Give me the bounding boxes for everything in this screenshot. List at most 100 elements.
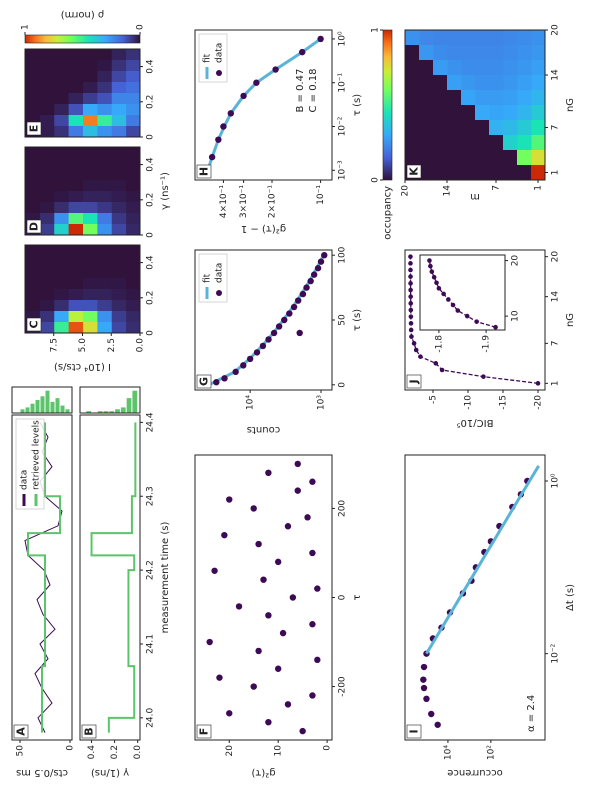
heat-cell bbox=[39, 70, 55, 82]
heat-cell bbox=[475, 74, 490, 90]
x-axis-label: τ bbox=[352, 594, 363, 600]
point bbox=[286, 310, 293, 317]
heat-cell bbox=[96, 147, 112, 158]
heat-cell bbox=[96, 190, 112, 202]
heat-cell bbox=[82, 92, 98, 104]
point bbox=[265, 336, 272, 343]
heat-cell bbox=[82, 223, 98, 235]
colorbar-label: occupancy bbox=[383, 186, 394, 240]
x-tick-label: 1 bbox=[551, 170, 561, 176]
plot-background bbox=[80, 415, 140, 740]
annotation: C = 0.18 bbox=[308, 69, 319, 113]
heat-cell bbox=[68, 157, 83, 169]
y-tick-label: 1 bbox=[534, 185, 544, 191]
annotation: B = 0.47 bbox=[295, 69, 306, 113]
annotation: α = 2.4 bbox=[526, 695, 537, 732]
y-tick-label: 14 bbox=[443, 185, 453, 197]
heat-cell bbox=[96, 310, 112, 322]
x-axis-label: nG bbox=[565, 98, 576, 112]
heat-cell bbox=[433, 44, 448, 60]
y-axis-label: counts bbox=[247, 424, 280, 435]
point bbox=[250, 505, 257, 512]
heat-cell bbox=[96, 70, 112, 82]
heat-cell bbox=[475, 44, 490, 60]
x-tick-label: 0.4 bbox=[146, 59, 156, 74]
x-tick-label: 24.1 bbox=[146, 634, 156, 654]
heat-cell bbox=[96, 212, 112, 224]
heat-cell bbox=[489, 74, 504, 90]
point bbox=[265, 612, 272, 619]
heat-cell bbox=[53, 70, 69, 82]
heat-cell bbox=[25, 168, 40, 180]
heat-cell bbox=[461, 89, 476, 105]
point bbox=[428, 710, 435, 718]
point bbox=[240, 92, 247, 100]
heat-cell bbox=[53, 288, 69, 300]
point bbox=[408, 307, 414, 313]
colorbar-tick-label: 0 bbox=[136, 24, 146, 30]
point bbox=[309, 621, 316, 628]
heat-cell bbox=[96, 277, 112, 289]
hist-bar bbox=[60, 405, 65, 413]
point bbox=[413, 347, 419, 353]
x-tick-label: 14 bbox=[551, 291, 561, 303]
point bbox=[294, 487, 301, 494]
heat-cell bbox=[96, 81, 112, 93]
panel-label-box bbox=[26, 317, 42, 332]
x-tick-label: 24.4 bbox=[146, 412, 156, 432]
heat-cell bbox=[111, 266, 127, 278]
point bbox=[265, 469, 272, 477]
point bbox=[255, 647, 262, 655]
heat-cell bbox=[39, 147, 55, 158]
panel-label-box bbox=[26, 219, 42, 234]
panel-label: D bbox=[28, 222, 41, 231]
x-tick-label: 0.2 bbox=[146, 291, 156, 305]
y-tick-label: 0 bbox=[323, 745, 333, 751]
point bbox=[464, 313, 470, 319]
legend-label: retrieved levels bbox=[32, 420, 42, 490]
heat-cell bbox=[68, 277, 83, 289]
heat-cell bbox=[489, 119, 504, 135]
plot-area bbox=[195, 455, 332, 740]
y-axis-label: g²(τ) bbox=[251, 767, 275, 778]
heat-cell bbox=[39, 125, 55, 137]
heat-cell bbox=[25, 157, 40, 169]
plot-frame bbox=[419, 254, 506, 331]
heat-cell bbox=[82, 59, 98, 71]
heat-cell bbox=[517, 30, 532, 45]
point bbox=[427, 258, 432, 263]
x-tick-label: 20 bbox=[551, 24, 561, 36]
x-tick-label: 20 bbox=[511, 255, 521, 267]
heat-cell bbox=[39, 299, 55, 311]
heat-cell bbox=[111, 190, 127, 202]
heat-cell bbox=[125, 310, 140, 322]
plot-area bbox=[25, 147, 140, 235]
x-tick-label: 100 bbox=[338, 246, 348, 263]
heat-cell bbox=[39, 59, 55, 71]
heat-cell bbox=[111, 70, 127, 82]
series-line bbox=[425, 465, 540, 655]
heat-cell bbox=[405, 30, 420, 45]
heat-cell bbox=[125, 321, 140, 333]
heat-cell bbox=[25, 92, 40, 104]
heat-cell bbox=[39, 179, 55, 191]
heat-cell bbox=[125, 114, 140, 126]
heat-cell bbox=[111, 288, 127, 300]
heat-cell bbox=[82, 299, 98, 311]
heat-cell bbox=[489, 44, 504, 60]
y-tick-label: 10³ bbox=[317, 395, 327, 410]
heat-cell bbox=[125, 147, 140, 158]
heat-cell bbox=[68, 321, 83, 333]
point bbox=[294, 297, 302, 304]
heat-cell bbox=[25, 59, 40, 71]
point bbox=[289, 594, 297, 601]
y-tick-label: -1.8 bbox=[434, 335, 444, 353]
y-tick-label: 7.5 bbox=[49, 338, 59, 352]
x-axis-label: nG bbox=[565, 313, 576, 327]
point bbox=[408, 287, 413, 293]
heat-cell bbox=[96, 288, 112, 300]
x-tick-label: 0 bbox=[146, 134, 156, 140]
y-tick-label: 20 bbox=[225, 745, 235, 757]
heat-cell bbox=[53, 59, 69, 71]
heat-cell bbox=[531, 149, 545, 165]
